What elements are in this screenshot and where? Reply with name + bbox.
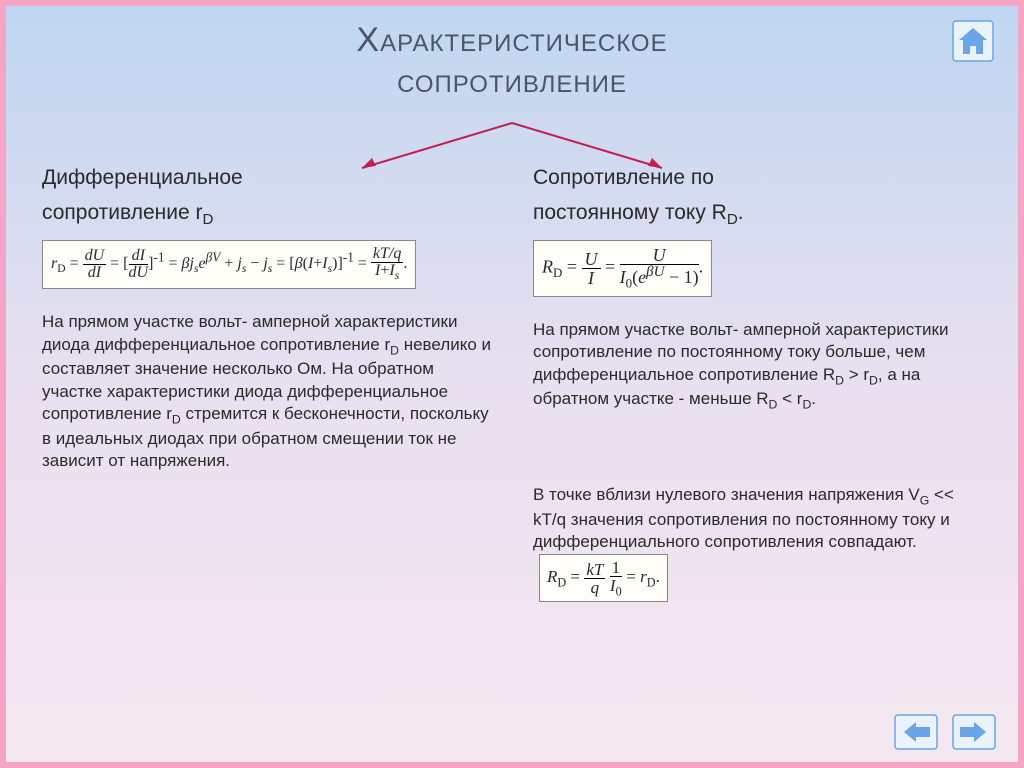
prev-button[interactable] — [894, 714, 938, 750]
right-subtitle-2: постоянному току RD. — [533, 199, 982, 230]
two-columns: Дифференциальное сопротивление rD rD = d… — [6, 164, 1018, 473]
left-column: Дифференциальное сопротивление rD rD = d… — [42, 164, 491, 473]
bottom-text: В точке вблизи нулевого значения напряже… — [533, 484, 982, 602]
bottom-block: В точке вблизи нулевого значения напряже… — [6, 484, 1018, 602]
bottom-formula: RD = kTq 1I0 = rD. — [539, 554, 668, 603]
branch-arrows — [302, 118, 722, 178]
left-subtitle-2: сопротивление rD — [42, 199, 491, 230]
left-formula: rD = dUdI = [dIdU]-1 = βjseβV + js − js … — [42, 240, 416, 289]
home-icon[interactable] — [952, 20, 994, 62]
slide-title: Характеристическое сопротивление — [6, 6, 1018, 106]
right-body: На прямом участке вольт- амперной характ… — [533, 319, 982, 413]
title-line2: сопротивление — [397, 62, 627, 100]
next-button[interactable] — [952, 714, 996, 750]
right-formula: RD = UI = UI0(eβU − 1). — [533, 240, 712, 297]
nav-buttons — [894, 714, 996, 750]
left-body: На прямом участке вольт- амперной характ… — [42, 311, 491, 472]
right-column: Сопротивление по постоянному току RD. RD… — [533, 164, 982, 473]
title-line1: Характеристическое — [356, 21, 667, 59]
